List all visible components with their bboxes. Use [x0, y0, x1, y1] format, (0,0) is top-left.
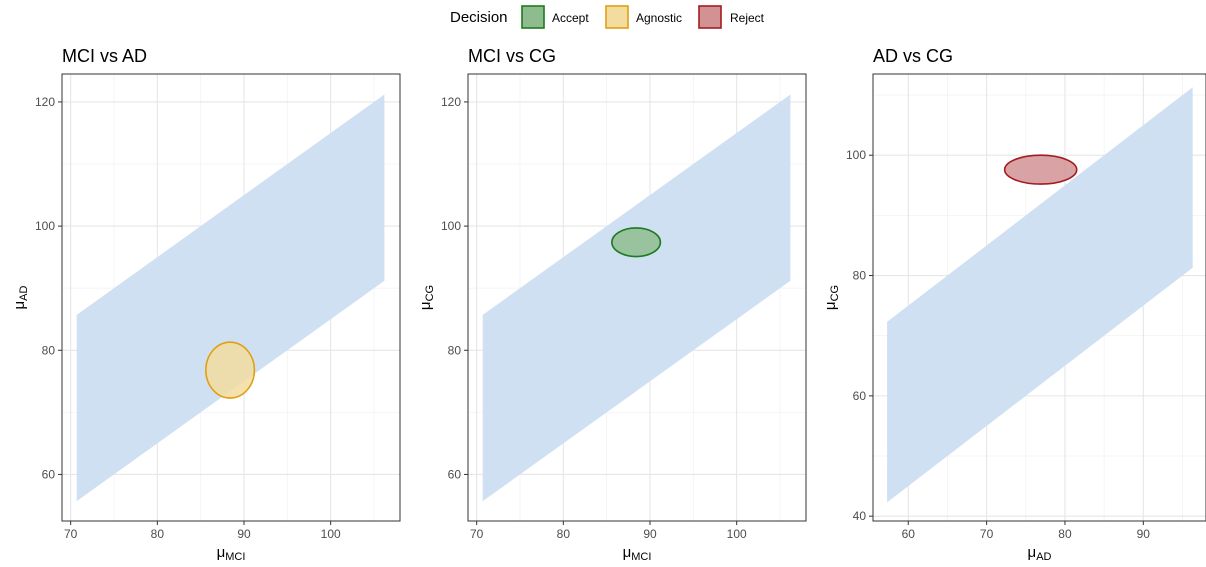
x-tick-label: 100 [727, 527, 747, 541]
x-tick-label: 100 [321, 527, 341, 541]
x-tick-label: 90 [1137, 527, 1151, 541]
y-tick-label: 40 [853, 509, 867, 523]
x-axis-label: μMCI [623, 544, 652, 562]
legend-key-accept [521, 5, 545, 29]
panel-border [61, 73, 401, 522]
y-tick-label: 100 [35, 219, 55, 233]
decision-ellipse-agnostic [205, 341, 256, 399]
x-tick-label: 80 [557, 527, 571, 541]
legend-label-agnostic: Agnostic [636, 11, 682, 25]
panel-border [872, 73, 1206, 522]
y-axis-label: μAD [11, 285, 30, 309]
panel-3: 60 70 80 90 40 60 80 100 AD vs CG μAD μCG [822, 46, 1206, 563]
panel-border [467, 73, 807, 522]
legend-key-agnostic [605, 5, 629, 29]
legend-label-accept: Accept [552, 11, 589, 25]
panel-title: MCI vs AD [62, 46, 147, 66]
decision-ellipse-accept [611, 227, 662, 258]
y-tick-label: 60 [853, 389, 867, 403]
legend-key-reject [698, 5, 722, 29]
y-tick-label: 120 [35, 95, 55, 109]
panel-title: MCI vs CG [468, 46, 556, 66]
y-tick-label: 60 [448, 467, 462, 481]
legend: Decision Accept Agnostic Reject [450, 5, 765, 29]
y-tick-label: 80 [853, 269, 867, 283]
panel-title: AD vs CG [873, 46, 953, 66]
y-tick-label: 100 [441, 219, 461, 233]
confidence-band [76, 94, 385, 502]
y-tick-label: 60 [42, 467, 56, 481]
x-tick-label: 70 [470, 527, 484, 541]
panel-2: 70 80 90 100 60 80 100 120 MCI vs CG μMCI μCG [417, 46, 807, 563]
x-tick-label: 80 [151, 527, 165, 541]
confidence-band [887, 87, 1193, 503]
confidence-band [482, 94, 791, 502]
legend-title: Decision [450, 9, 508, 26]
y-tick-label: 120 [441, 95, 461, 109]
legend-label-reject: Reject [730, 11, 765, 25]
y-axis-label: μCG [417, 285, 436, 310]
panels: 70 80 90 100 60 80 100 120 MCI vs AD μMCI μAD 70 80 9… [11, 46, 1206, 563]
y-tick-label: 100 [846, 148, 866, 162]
y-axis-label: μCG [822, 285, 841, 310]
x-tick-label: 90 [643, 527, 657, 541]
y-tick-label: 80 [42, 343, 56, 357]
panel-1: 70 80 90 100 60 80 100 120 MCI vs AD μMCI μAD [11, 46, 401, 563]
x-axis-label: μMCI [217, 544, 246, 562]
decision-ellipse-reject [1003, 154, 1078, 185]
x-tick-label: 80 [1058, 527, 1072, 541]
x-tick-label: 70 [64, 527, 78, 541]
x-tick-label: 70 [980, 527, 994, 541]
x-axis-label: μAD [1028, 544, 1052, 562]
y-tick-label: 80 [448, 343, 462, 357]
x-tick-label: 90 [237, 527, 251, 541]
x-tick-label: 60 [902, 527, 916, 541]
